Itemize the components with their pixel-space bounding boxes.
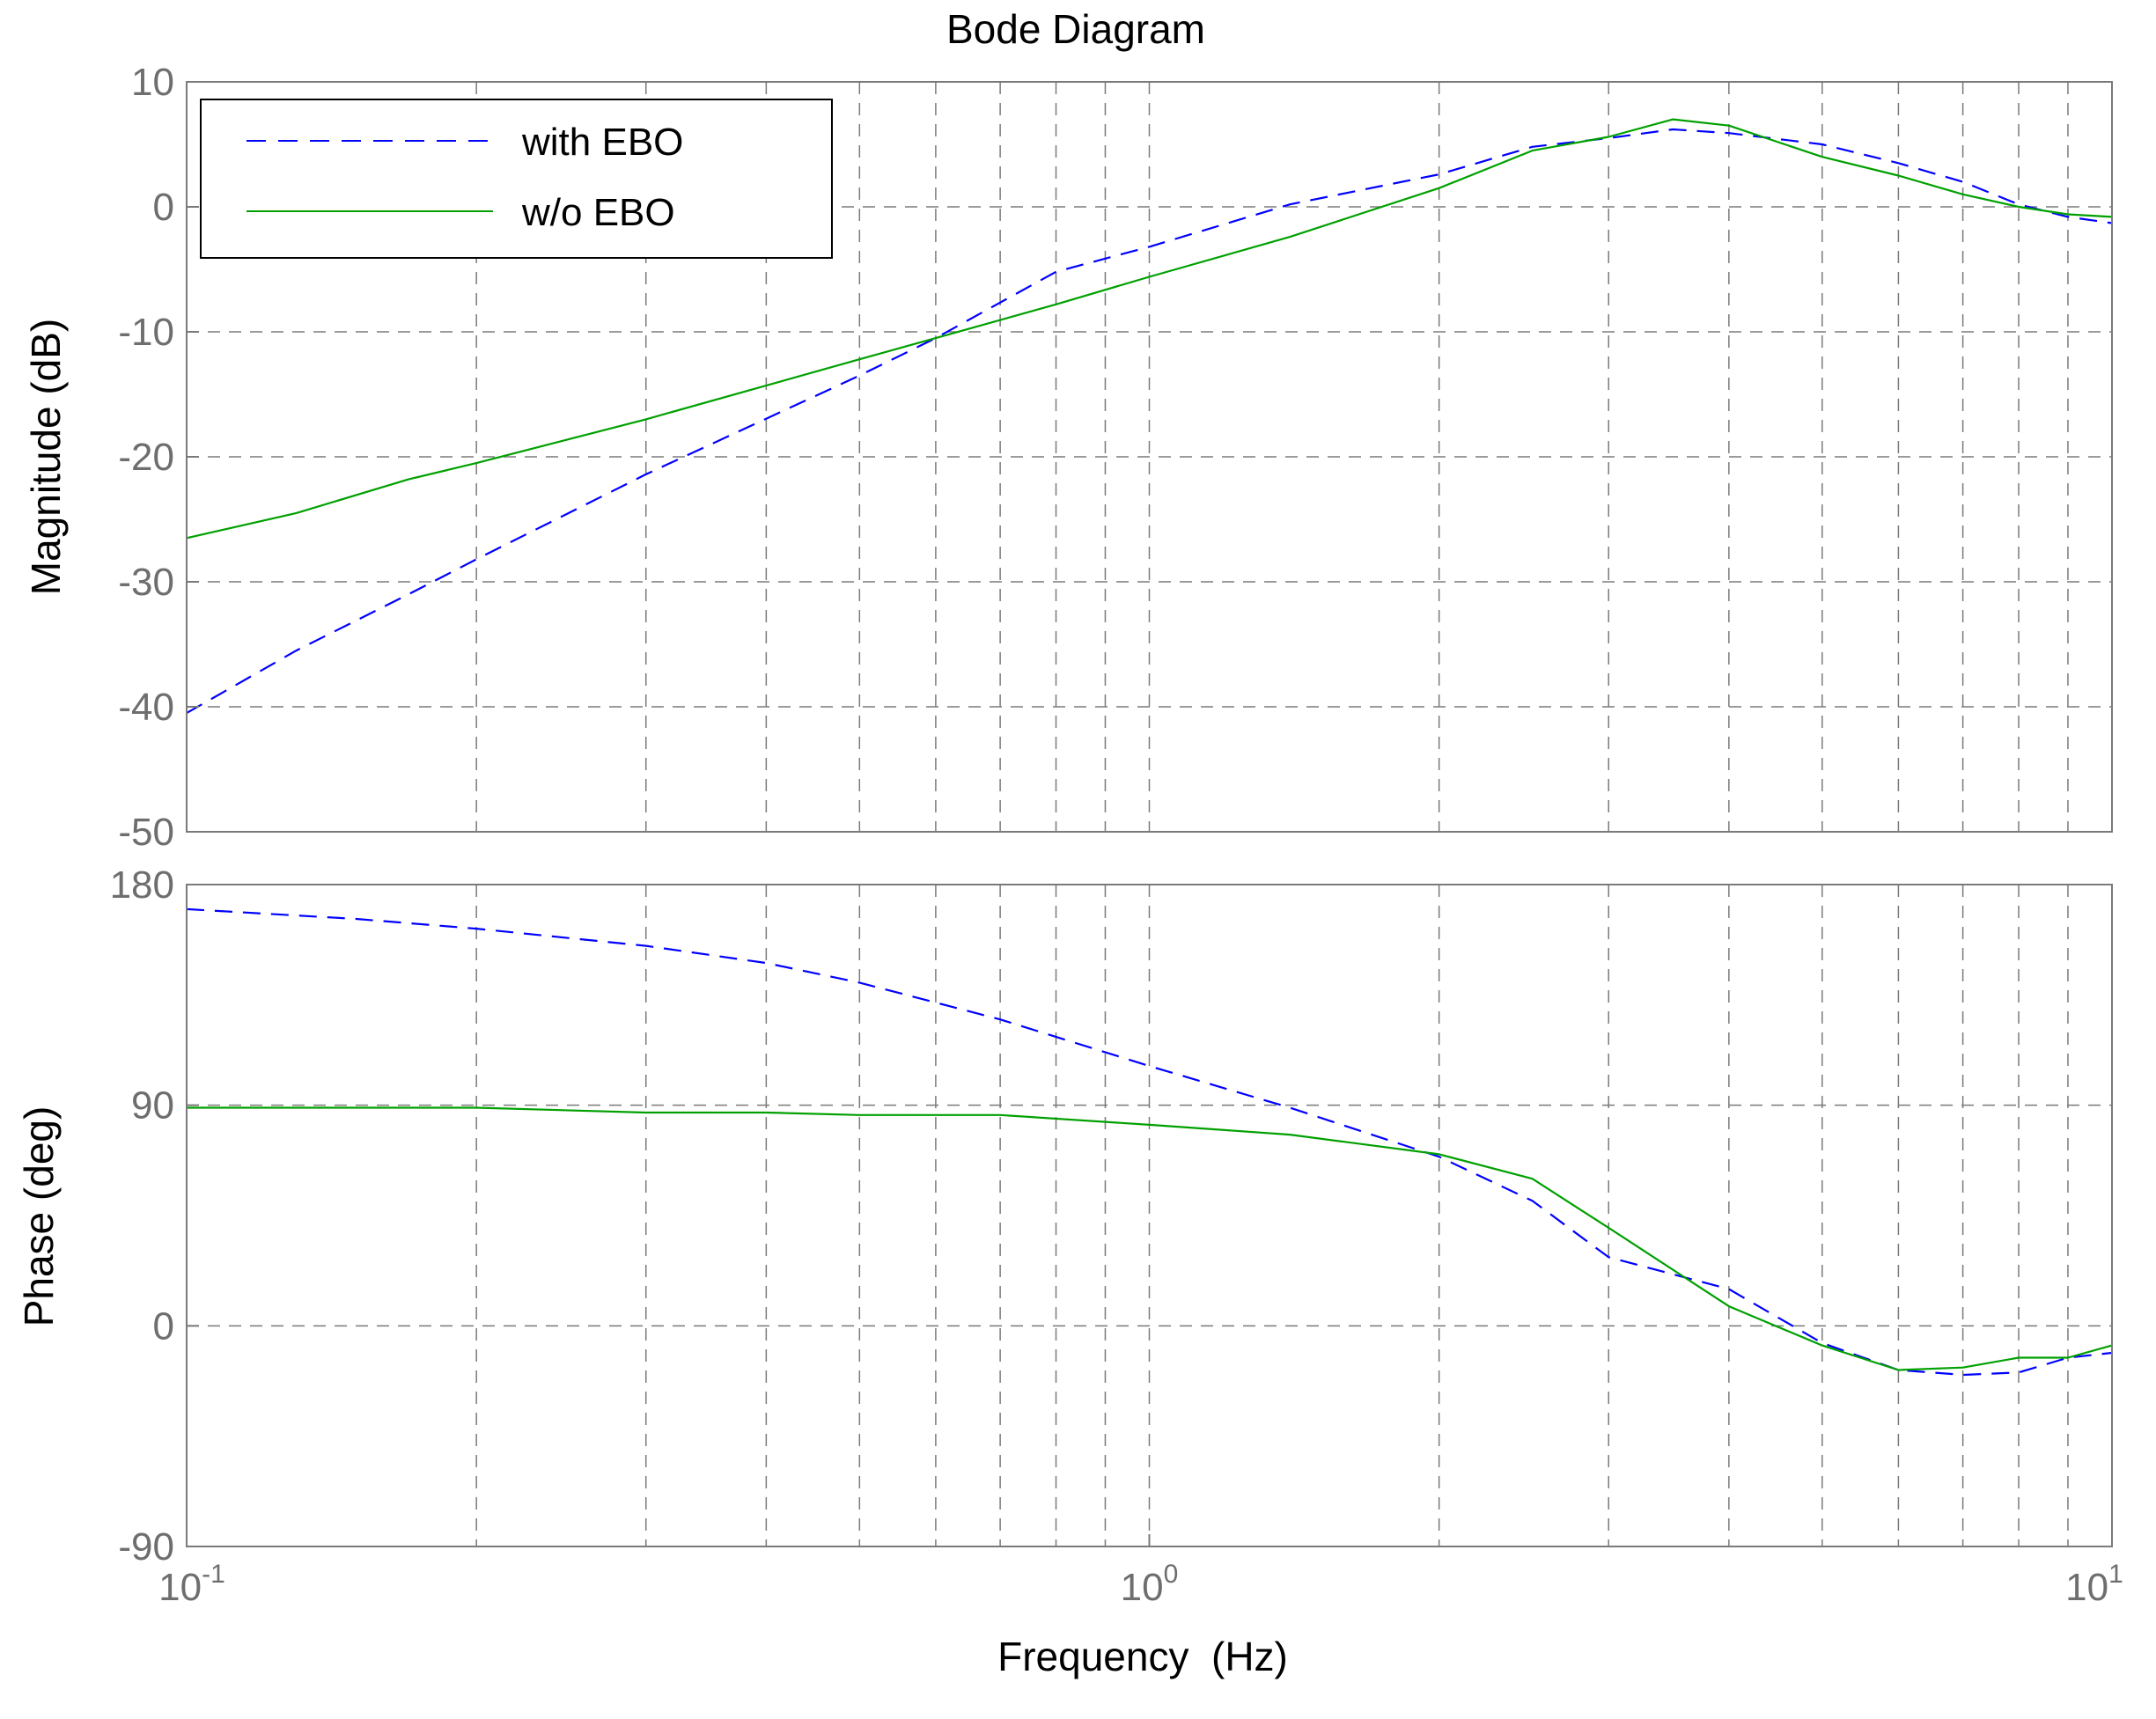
magnitude-y-label: Magnitude (dB)	[23, 319, 69, 596]
magnitude-y-ticks: 10 0 -10 -20 -30 -40 -50	[118, 61, 199, 854]
phase-y-tick-label: 0	[153, 1304, 174, 1348]
magnitude-y-tick-label: -50	[118, 811, 174, 854]
magnitude-y-tick-label: -10	[118, 311, 174, 354]
phase-series	[186, 907, 2113, 1377]
phase-plot-area	[187, 885, 2112, 1546]
x-tick-exponent: -1	[202, 1560, 225, 1589]
x-ticks: 10-1 100 101	[158, 1534, 2123, 1609]
x-tick-label: 10-1	[158, 1560, 225, 1609]
phase-series-wo-ebo	[187, 1106, 2113, 1371]
legend-label-wo-ebo: w/o EBO	[521, 191, 675, 234]
phase-y-label: Phase (deg)	[16, 1106, 62, 1327]
magnitude-y-tick-label: 10	[131, 61, 174, 104]
phase-panel: 180 90 0 -90 Phase (deg)	[16, 863, 2113, 1568]
x-tick-exponent: 0	[1164, 1560, 1179, 1589]
phase-y-ticks: 180 90 0 -90	[110, 863, 199, 1568]
x-tick-base: 10	[2065, 1566, 2108, 1609]
x-tick-label: 100	[1121, 1560, 1179, 1609]
phase-series-with-ebo	[186, 907, 2113, 1377]
legend-box	[200, 99, 833, 259]
x-tick-base: 10	[1121, 1566, 1164, 1609]
magnitude-y-tick-label: 0	[153, 186, 174, 229]
legend-label-with-ebo: with EBO	[521, 121, 683, 164]
x-tick-label: 101	[2065, 1560, 2123, 1609]
x-axis-label: Frequency (Hz)	[997, 1634, 1288, 1679]
magnitude-y-tick-label: -40	[118, 686, 174, 729]
chart-title: Bode Diagram	[946, 6, 1205, 52]
magnitude-series	[186, 118, 2113, 715]
phase-grid	[187, 885, 2112, 1546]
magnitude-panel: 10 0 -10 -20 -30 -40 -50 Magnitude (dB) with E…	[23, 61, 2113, 854]
phase-y-tick-label: 90	[131, 1084, 174, 1128]
magnitude-series-wo-ebo	[186, 118, 2113, 540]
phase-y-tick-label: -90	[118, 1525, 174, 1568]
phase-y-tick-label: 180	[110, 863, 174, 907]
legend: with EBO w/o EBO	[200, 99, 833, 259]
magnitude-y-tick-label: -30	[118, 561, 174, 604]
x-tick-exponent: 1	[2108, 1560, 2123, 1589]
magnitude-y-tick-label: -20	[118, 436, 174, 479]
x-tick-base: 10	[158, 1566, 202, 1609]
